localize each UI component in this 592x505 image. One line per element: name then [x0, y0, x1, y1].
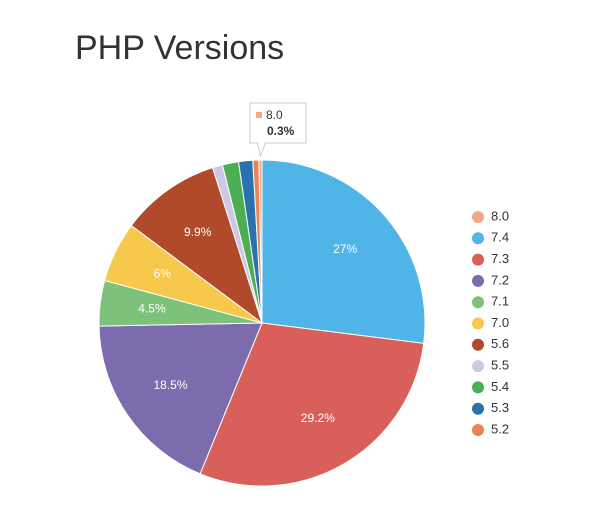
legend-marker	[472, 317, 484, 330]
tooltip: 8.0 0.3%	[249, 102, 307, 158]
pie-slice	[199, 322, 425, 487]
data-label: 18.5%	[154, 378, 188, 392]
legend-marker	[472, 274, 484, 287]
pie-slice	[130, 167, 263, 325]
pie-slice	[258, 159, 263, 324]
pie-slice	[261, 159, 426, 344]
legend-label: 7.4	[491, 230, 509, 245]
tooltip-category: 8.0	[266, 108, 283, 122]
legend-marker	[472, 360, 484, 373]
legend-marker	[472, 211, 484, 223]
legend-marker	[472, 338, 484, 351]
data-label: 29.2%	[301, 411, 335, 425]
legend-label: 5.6	[491, 336, 509, 351]
legend-label: 8.0	[491, 208, 509, 223]
tooltip-value: 0.3%	[267, 124, 295, 138]
legend-label: 5.3	[491, 400, 509, 415]
legend-marker	[472, 253, 484, 266]
tooltip-swatch	[256, 112, 262, 118]
data-label: 9.9%	[184, 225, 212, 239]
pie-slice	[98, 322, 263, 475]
legend-label: 7.1	[491, 294, 509, 309]
legend-label: 7.2	[491, 272, 509, 287]
data-label: 4.5%	[138, 302, 166, 316]
legend-marker	[472, 296, 484, 309]
legend-label: 7.3	[491, 251, 509, 266]
legend-label: 5.4	[491, 379, 509, 394]
chart-title: PHP Versions	[75, 29, 284, 67]
legend-label: 7.0	[491, 315, 509, 330]
legend-label: 5.2	[491, 421, 509, 436]
data-label: 27%	[333, 242, 357, 256]
legend-label: 5.5	[491, 358, 509, 373]
legend-marker	[472, 381, 484, 394]
tooltip-box	[249, 102, 307, 158]
legend-marker	[472, 424, 484, 436]
legend-marker	[472, 232, 484, 245]
data-label: 6%	[154, 267, 172, 281]
legend-marker	[472, 402, 484, 415]
